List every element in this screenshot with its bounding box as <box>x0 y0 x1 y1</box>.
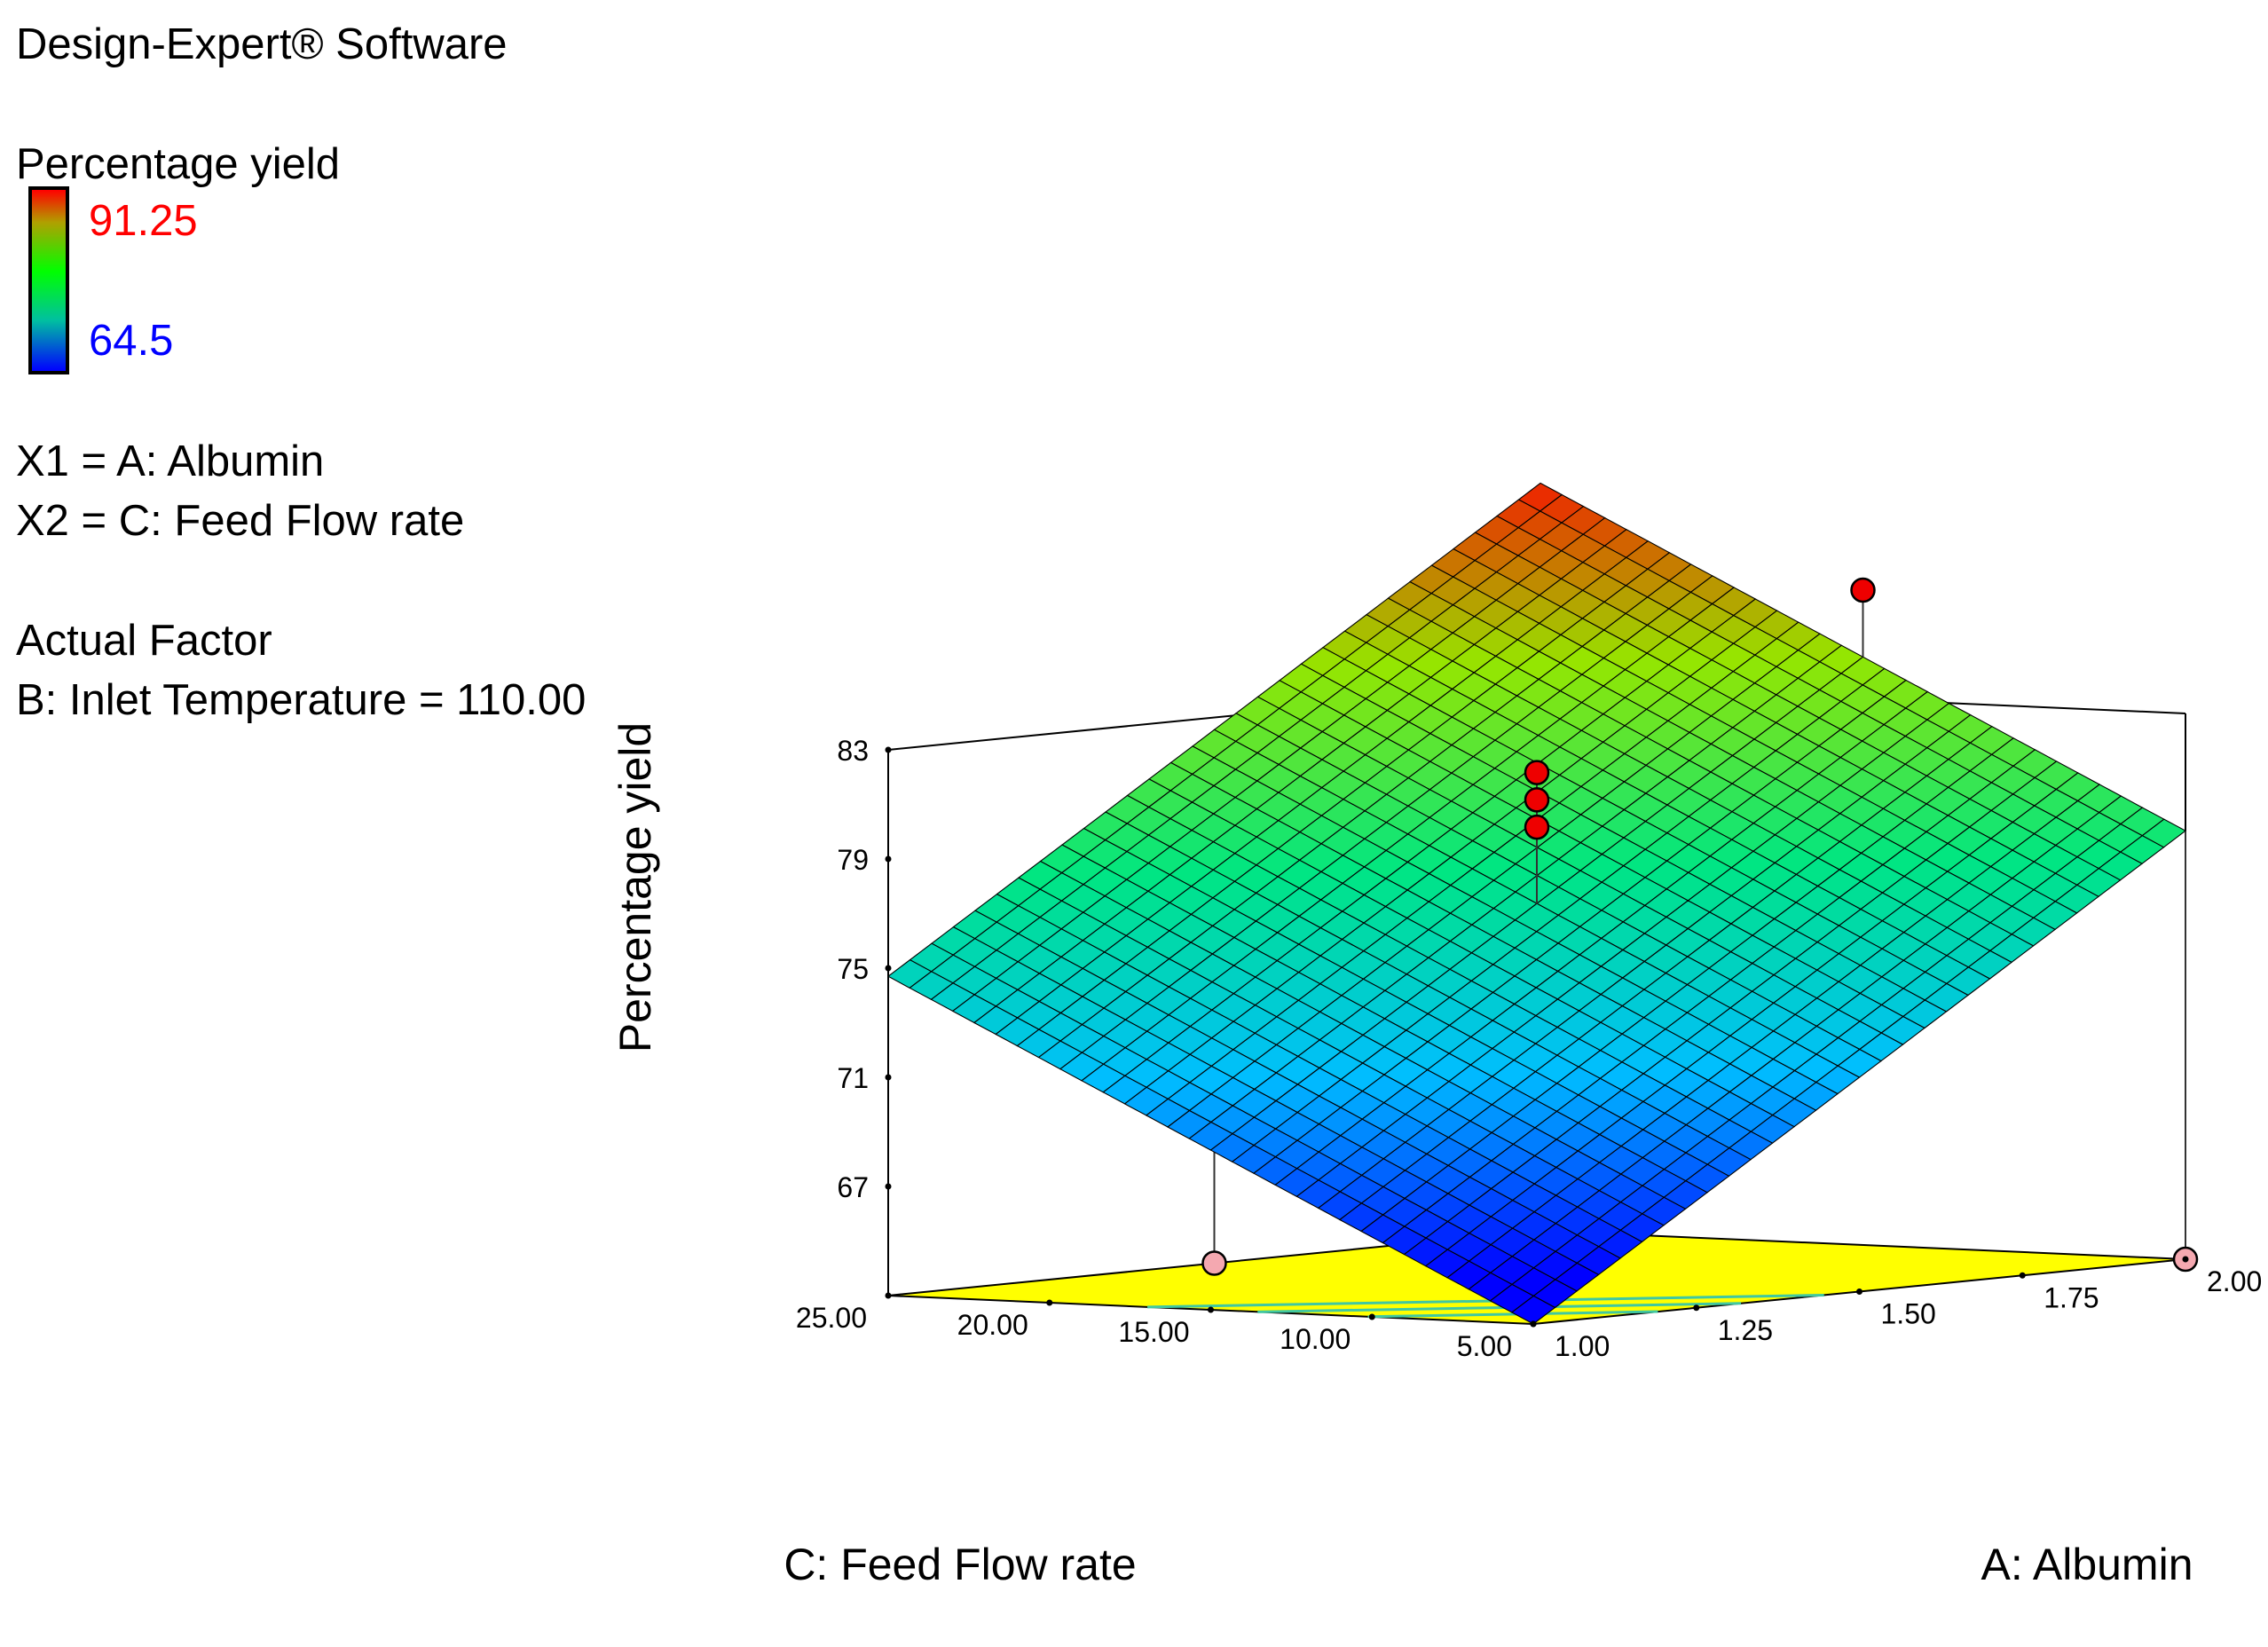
a-tick-label: 1.25 <box>1718 1314 1773 1346</box>
z-axis-label: Percentage yield <box>610 722 660 1052</box>
c-tick <box>1208 1306 1214 1313</box>
z-tick-label: 67 <box>837 1171 869 1203</box>
c-tick-label: 10.00 <box>1280 1323 1351 1355</box>
actual-factor-value: B: Inlet Temperature = 110.00 <box>16 676 587 724</box>
a-tick <box>1693 1304 1700 1312</box>
actual-factor-heading: Actual Factor <box>16 617 272 665</box>
z-tick <box>885 1074 892 1081</box>
z-tick-label: 79 <box>837 844 869 876</box>
a-tick-label: 2.00 <box>2207 1265 2262 1297</box>
software-title: Design-Expert® Software <box>16 20 508 68</box>
surface-cell <box>1510 1295 1556 1325</box>
x2-factor-label: X2 = C: Feed Flow rate <box>16 497 465 545</box>
a-tick <box>2019 1272 2026 1279</box>
design-point <box>1850 577 1876 603</box>
c-tick-label: 25.00 <box>796 1302 867 1334</box>
c-tick-label: 20.00 <box>957 1309 1028 1341</box>
a-tick <box>1530 1320 1537 1328</box>
color-scale-bar <box>28 186 69 374</box>
c-tick <box>1046 1299 1053 1306</box>
design-point <box>1201 1250 1227 1276</box>
a-tick-label: 1.75 <box>2044 1281 2099 1313</box>
contour-line <box>1147 1293 1824 1309</box>
a-tick <box>1856 1288 1862 1295</box>
z-tick <box>885 965 892 972</box>
a-axis-label: A: Albumin <box>1981 1540 2193 1589</box>
contour-line <box>1257 1302 1742 1313</box>
z-tick-label: 83 <box>837 735 869 767</box>
design-point <box>1524 760 1550 785</box>
contour-line <box>1367 1310 1658 1319</box>
c-tick-label: 5.00 <box>1457 1330 1512 1362</box>
c-tick <box>885 1292 892 1299</box>
a-tick-label: 1.00 <box>1555 1330 1610 1362</box>
c-tick <box>1368 1313 1375 1320</box>
z-tick <box>885 855 892 863</box>
design-point <box>1524 787 1550 813</box>
color-scale-min: 64.5 <box>89 317 174 365</box>
c-tick-label: 15.00 <box>1118 1316 1189 1348</box>
z-tick <box>885 746 892 753</box>
z-tick-label: 71 <box>837 1062 869 1094</box>
z-tick <box>885 1183 892 1190</box>
c-axis-label: C: Feed Flow rate <box>784 1540 1136 1589</box>
a-tick-label: 1.50 <box>1881 1298 1936 1330</box>
color-scale-max: 91.25 <box>89 197 198 245</box>
a-tick <box>2182 1256 2189 1263</box>
x1-factor-label: X1 = A: Albumin <box>16 437 325 485</box>
z-tick-label: 75 <box>837 953 869 985</box>
response-name: Percentage yield <box>16 140 341 188</box>
design-point <box>1524 814 1550 840</box>
